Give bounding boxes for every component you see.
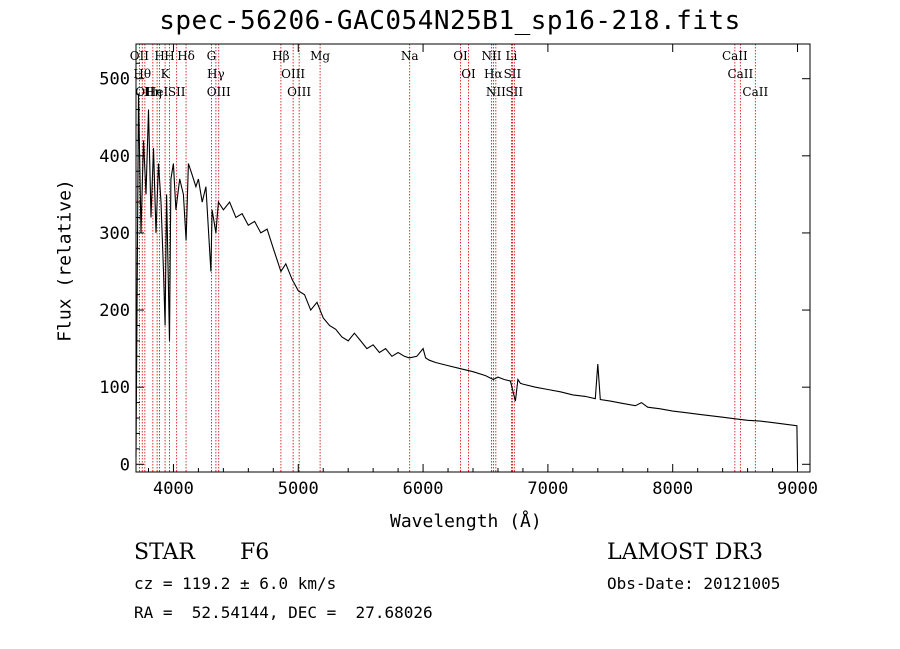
- x-tick-label: 9000: [777, 479, 818, 499]
- line-marker-label: SII: [504, 67, 522, 81]
- line-marker-label: G: [207, 49, 217, 63]
- line-marker-label: NII: [486, 85, 506, 99]
- line-marker-label: CaII: [727, 67, 753, 81]
- y-tick-label: 0: [120, 455, 130, 475]
- x-tick-label: 7000: [527, 479, 568, 499]
- line-markers: [138, 44, 756, 472]
- y-tick-label: 500: [99, 70, 130, 90]
- line-marker-label: Na: [401, 49, 419, 63]
- line-marker-label: Li: [506, 49, 518, 63]
- line-marker-label: Hβ: [272, 49, 289, 63]
- y-tick-label: 100: [99, 378, 130, 398]
- line-marker-label: Hθ: [133, 67, 151, 81]
- line-marker-label: Hδ: [177, 49, 195, 63]
- line-marker-label: OII: [130, 49, 150, 63]
- chart-title: spec-56206-GAC054N25B1_sp16-218.fits: [159, 6, 741, 36]
- line-marker-label: OII: [135, 85, 155, 99]
- line-marker-label: SII: [505, 85, 523, 99]
- line-marker-label: Hη: [144, 85, 162, 99]
- y-tick-label: 200: [99, 301, 130, 321]
- redshift-text: cz = 119.2 ± 6.0 km/s: [134, 574, 337, 593]
- line-marker-label: K: [161, 67, 171, 81]
- line-marker-label: Hγ: [207, 67, 225, 81]
- line-marker-label: H: [164, 49, 174, 63]
- line-marker-label: SII: [168, 85, 186, 99]
- line-marker-label: OI: [453, 49, 468, 63]
- x-tick-label: 5000: [278, 479, 319, 499]
- obs-date-text: Obs-Date: 20121005: [607, 574, 781, 593]
- y-tick-label: 400: [99, 147, 130, 167]
- line-marker-label: Mg: [310, 49, 330, 63]
- line-marker-label: CaII: [722, 49, 748, 63]
- line-marker-label: CaII: [742, 85, 768, 99]
- object-class: STAR: [134, 540, 195, 565]
- line-marker-label: OIII: [281, 67, 305, 81]
- x-axis-label: Wavelength (Å): [390, 511, 542, 532]
- y-axis-label: Flux (relative): [54, 179, 76, 342]
- line-marker-label: Hα: [484, 67, 503, 81]
- x-axis-ticks: 4000 5000 6000 7000 8000 9000: [147, 44, 818, 499]
- plot-frame: [135, 43, 811, 473]
- x-tick-label: 8000: [652, 479, 693, 499]
- x-tick-label: 4000: [153, 479, 194, 499]
- line-marker-label: HeI: [146, 85, 169, 99]
- line-marker-label: OI: [461, 67, 476, 81]
- object-subclass: F6: [240, 540, 270, 565]
- y-tick-label: 300: [99, 224, 130, 244]
- spectrum-line: [135, 94, 799, 465]
- y-axis-ticks: 0 100 200 300 400 500: [99, 62, 810, 475]
- line-marker-label: OIII: [207, 85, 231, 99]
- coordinates-text: RA = 52.54144, DEC = 27.68026: [134, 603, 433, 622]
- x-tick-label: 6000: [403, 479, 444, 499]
- line-marker-label: OIII: [287, 85, 311, 99]
- survey-name: LAMOST DR3: [607, 540, 763, 565]
- line-marker-label: H: [154, 49, 164, 63]
- line-marker-label: NII: [481, 49, 501, 63]
